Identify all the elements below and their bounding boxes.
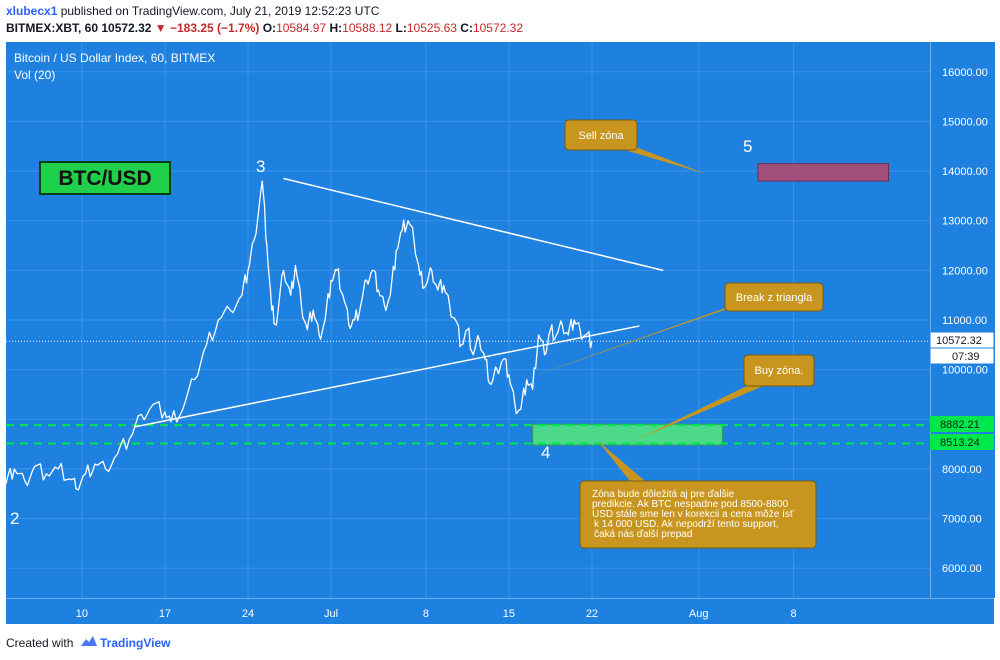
- time-axis-labels: 10 17 24 Jul 8 15 22 Aug 8: [76, 608, 797, 620]
- break-callout-text: Break z triangla: [736, 292, 813, 304]
- footer: Created with TradingView: [0, 624, 1000, 660]
- price-series: [5, 180, 593, 491]
- badge-text: BTC/USD: [58, 167, 151, 190]
- last-price: 10572.32: [101, 21, 152, 35]
- wave-label-3: 3: [256, 157, 265, 176]
- price-change: ▼ −183.25 (−1.7%): [154, 21, 260, 35]
- trendline: [283, 177, 664, 272]
- time-axis[interactable]: [6, 598, 994, 625]
- time-tick-label: 8: [791, 608, 797, 620]
- countdown-tag: 07:39: [929, 347, 995, 365]
- volume-indicator[interactable]: Vol (20): [14, 68, 55, 82]
- price-axis-labels: 6000.007000.008000.009000.0010000.001100…: [942, 67, 988, 575]
- high-label: H:: [329, 21, 343, 35]
- sell-callout-text: Sell zóna: [578, 130, 624, 142]
- time-tick-label: 24: [242, 608, 254, 620]
- btcusd-badge: BTC/USD: [39, 161, 171, 195]
- upper-support-tag: 8882.21: [930, 416, 994, 432]
- time-tick-label: 10: [76, 608, 88, 620]
- price-tick-label: 12000.00: [942, 265, 988, 277]
- tradingview-brand-link[interactable]: TradingView: [100, 636, 171, 650]
- price-tick-label: 10000.00: [942, 365, 988, 377]
- price-tick-label: 11000.00: [942, 315, 987, 327]
- horizontal-levels: [6, 340, 930, 445]
- note-line-3: USD stále sme len v korekcii a cena môže…: [592, 509, 794, 520]
- buy-callout-pointer: [636, 382, 768, 440]
- chart-header: xlubecx1 published on TradingView.com, J…: [0, 0, 1000, 40]
- time-tick-label: Aug: [689, 608, 709, 620]
- price-tick-label: 7000.00: [942, 514, 982, 526]
- note-line-4: k 14 000 USD. Ak nepodrží tento support,: [594, 519, 779, 530]
- trendline: [135, 325, 640, 428]
- note-line-2: predikcie. Ak BTC nespadne pod 8500-8800: [592, 499, 789, 510]
- buy-zone-box: [532, 423, 723, 446]
- time-tick-label: 8: [423, 608, 429, 620]
- time-tick-label: 15: [503, 608, 515, 620]
- created-with-text: Created with: [6, 636, 74, 650]
- last-price-label: 10572.32: [936, 335, 982, 347]
- note-line-5: čaká nás ďalší prepad: [594, 529, 692, 540]
- wave-label-5: 5: [743, 137, 752, 156]
- open-value: 10584.97: [276, 21, 327, 35]
- low-label: L:: [395, 21, 407, 35]
- price-line: [5, 180, 593, 491]
- wave-label-2: 2: [10, 509, 19, 528]
- trendlines: [135, 177, 664, 428]
- price-tick-label: 13000.00: [942, 216, 988, 228]
- wave-label-4: 4: [541, 443, 550, 462]
- price-tick-label: 15000.00: [942, 116, 988, 128]
- time-tick-label: 22: [586, 608, 598, 620]
- break-callout[interactable]: Break z triangla: [724, 282, 824, 312]
- note-callout-pointer: [598, 441, 645, 481]
- price-tick-label: 6000.00: [942, 563, 982, 575]
- price-tick-label: 14000.00: [942, 166, 988, 178]
- price-tick-label: 16000.00: [942, 67, 988, 79]
- author-link[interactable]: xlubecx1: [6, 4, 58, 18]
- tradingview-logo-icon: [81, 636, 97, 646]
- publish-info: xlubecx1 published on TradingView.com, J…: [6, 4, 379, 18]
- symbol-label: BITMEX:XBT, 60: [6, 21, 99, 35]
- published-text: published on TradingView.com, July 21, 2…: [57, 4, 380, 18]
- countdown-label: 07:39: [952, 351, 980, 363]
- lower-support-tag: 8513.24: [930, 434, 994, 450]
- symbol-info: BITMEX:XBT, 60 10572.32 ▼ −183.25 (−1.7%…: [6, 21, 523, 35]
- time-tick-label: 17: [159, 608, 171, 620]
- lower-support-label: 8513.24: [940, 437, 980, 449]
- note-callout[interactable]: Zóna bude dôležitá aj pre ďalšie predikc…: [579, 480, 817, 549]
- break-callout-pointer: [522, 300, 748, 380]
- price-axis[interactable]: [930, 42, 995, 598]
- last-price-tag: 10572.32: [929, 331, 995, 349]
- series-title: Bitcoin / US Dollar Index, 60, BITMEX: [14, 51, 215, 65]
- price-tick-label: 8000.00: [942, 464, 982, 476]
- buy-zone-callout[interactable]: Buy zóna.: [743, 354, 815, 387]
- buy-callout-text: Buy zóna.: [755, 365, 804, 377]
- time-tick-label: Jul: [324, 608, 338, 620]
- note-line-1: Zóna bude dôležitá aj pre ďalšie: [592, 489, 735, 500]
- sell-zone-callout[interactable]: Sell zóna: [564, 119, 638, 151]
- sell-zone-box: [757, 163, 889, 182]
- high-value: 10588.12: [342, 21, 393, 35]
- close-value: 10572.32: [472, 21, 524, 35]
- upper-support-label: 8882.21: [940, 419, 980, 431]
- low-value: 10525.63: [406, 21, 457, 35]
- zones: [532, 163, 889, 446]
- close-label: C:: [460, 21, 473, 35]
- open-label: O:: [262, 21, 277, 35]
